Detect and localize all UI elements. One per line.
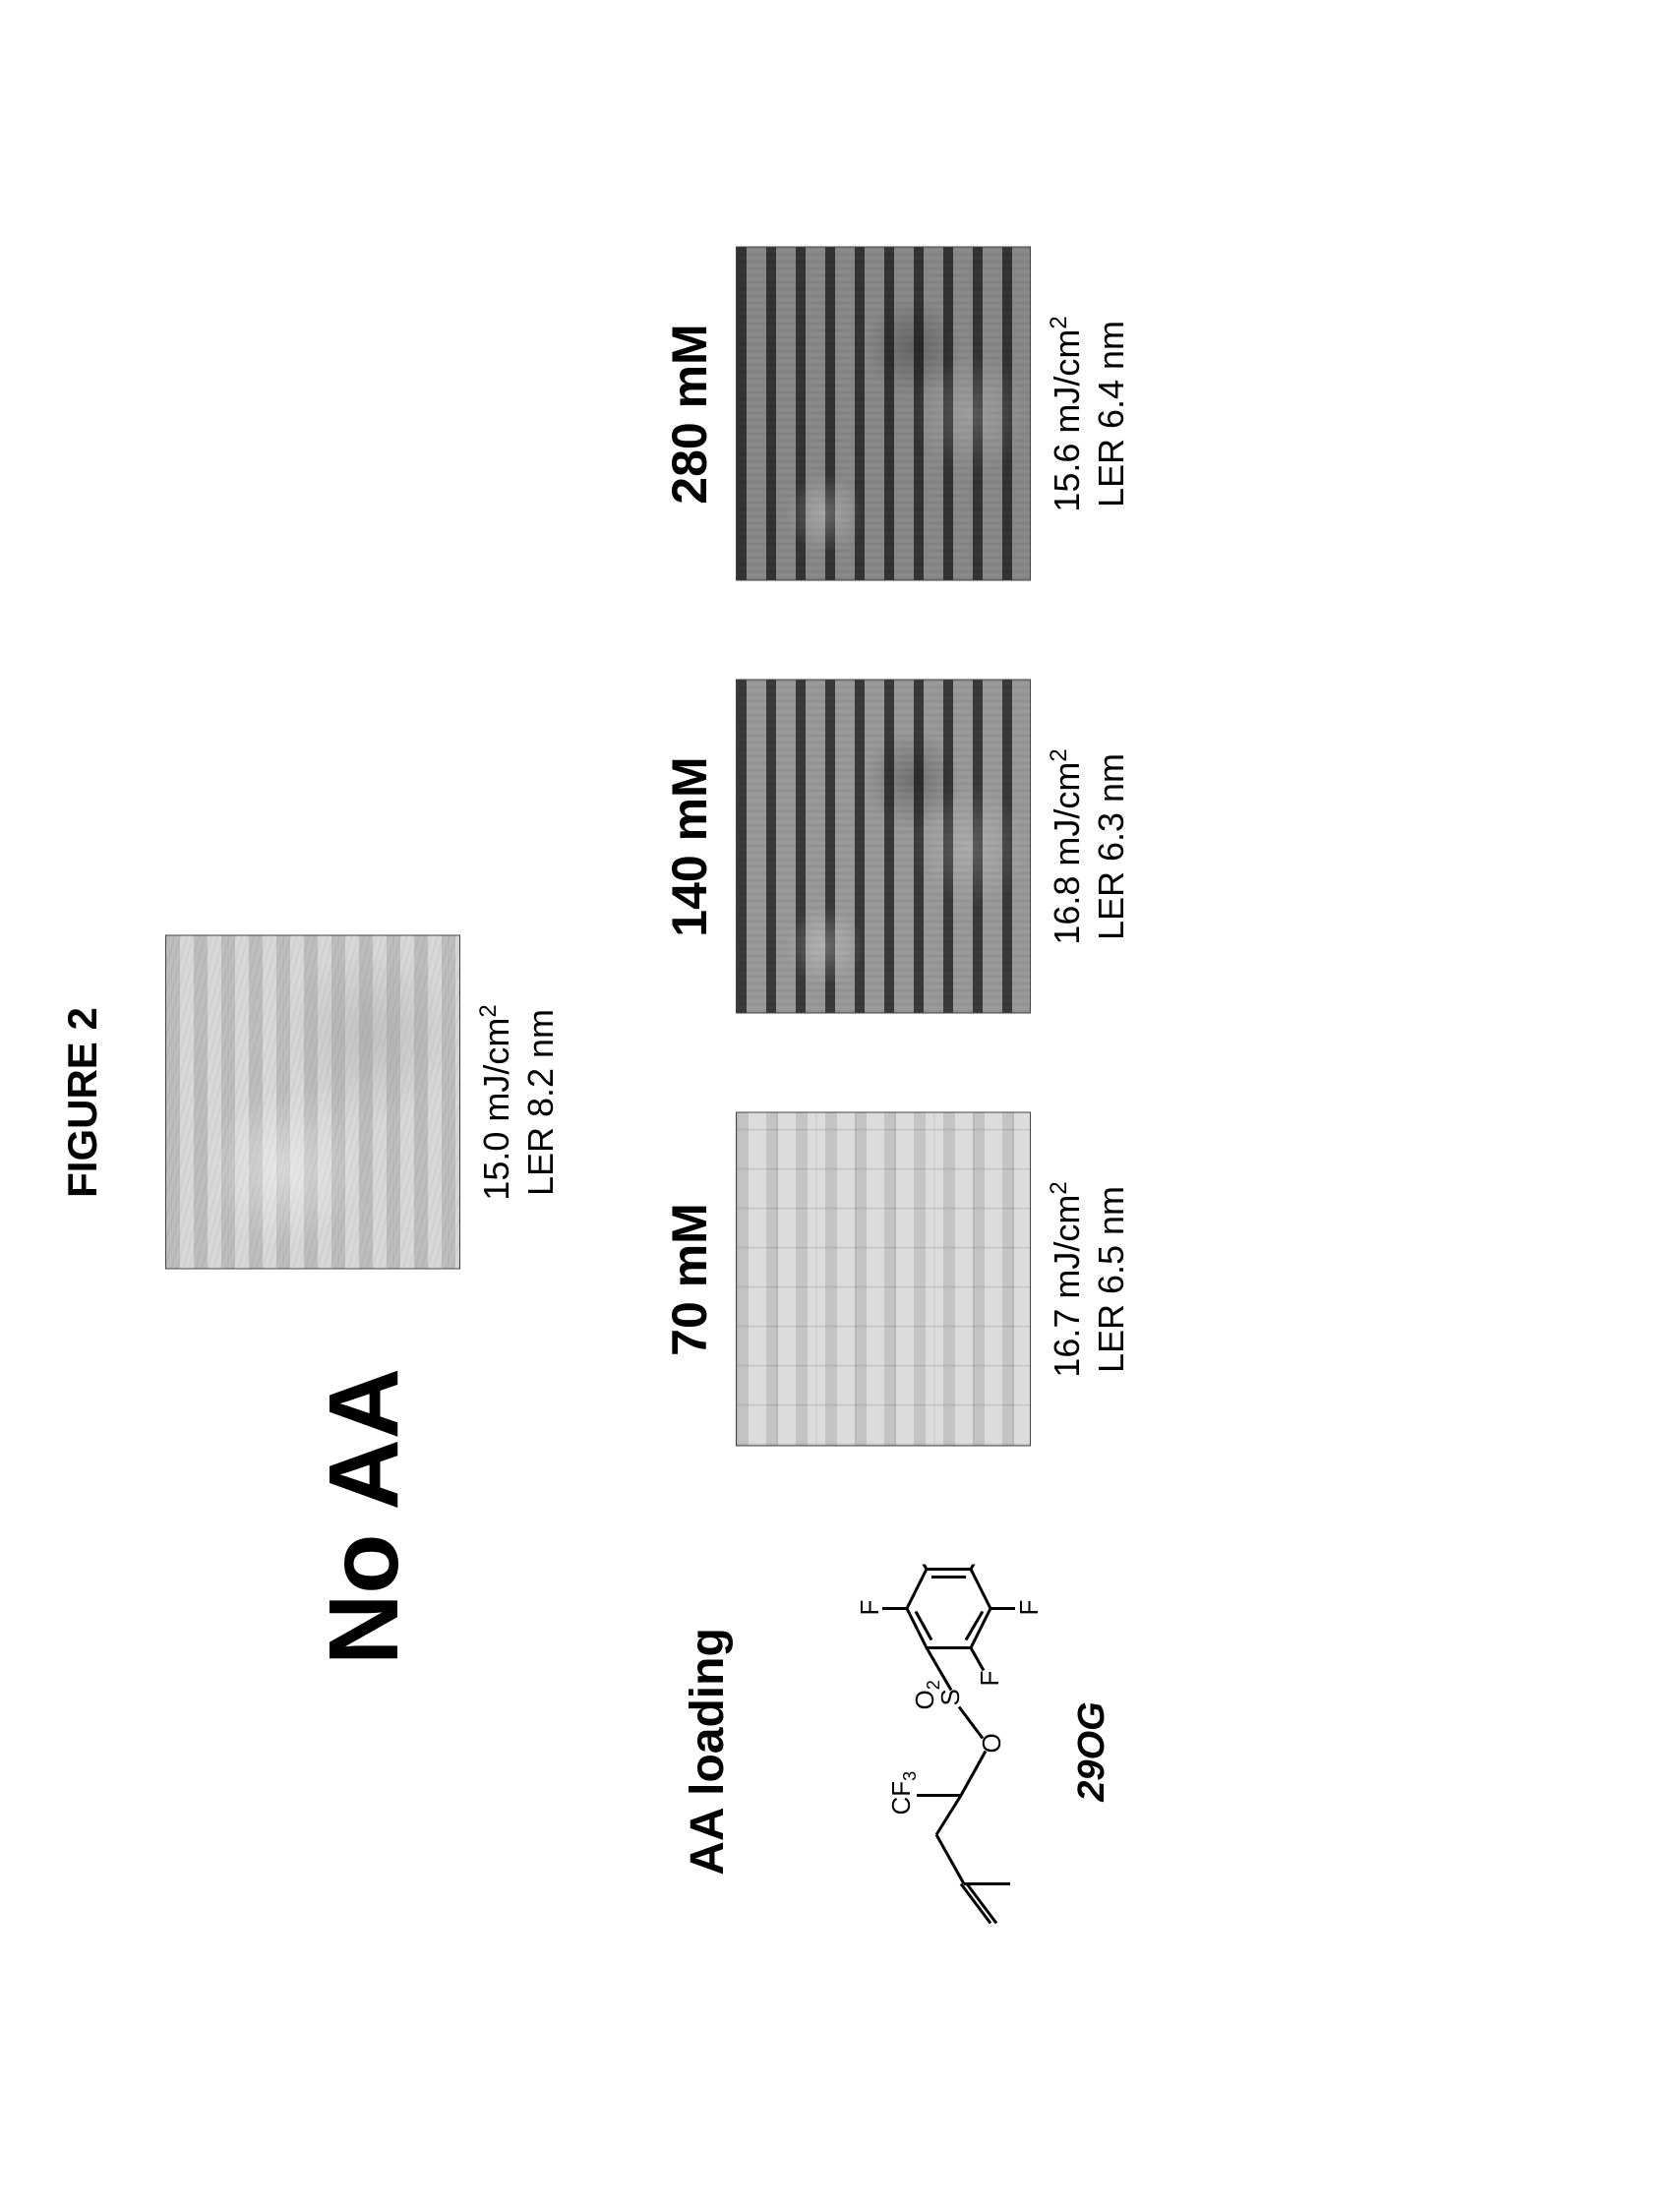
panel-title: 70 mM <box>661 1203 718 1356</box>
panel-no-aa: 15.0 mJ/cm2 LER 8.2 nm <box>165 935 563 1270</box>
no-aa-label: No AA <box>308 1368 421 1879</box>
ler-value: LER 6.4 nm <box>1091 320 1131 506</box>
panel-280mm: 280 mM 15.6 mJ/cm2 LER 6.4 nm <box>661 247 1133 581</box>
ler-value: LER 8.2 nm <box>520 1008 561 1195</box>
ler-value: LER 6.5 nm <box>1091 1185 1131 1372</box>
dose-value: 15.6 mJ/cm <box>1047 328 1087 511</box>
aa-loading-block: AA loading <box>681 1545 1113 1958</box>
chemical-structure: CF3 O S O2 F F F F F <box>764 1565 1059 1938</box>
figure-title: FIGURE 2 <box>59 0 106 2204</box>
panel-140mm: 140 mM 16.8 mJ/cm2 LER 6.3 nm <box>661 680 1133 1014</box>
aa-loading-title: AA loading <box>681 1628 735 1876</box>
chem-o-label: O <box>977 1733 1006 1753</box>
dose-sup: 2 <box>1046 1181 1072 1194</box>
row-no-aa: No AA 15.0 mJ/cm2 LER 8.2 nm <box>165 0 563 2204</box>
chem-s-label: S <box>935 1689 965 1705</box>
panel-70mm: 70 mM 16.7 mJ/cm2 LER 6.5 nm <box>661 1112 1133 1447</box>
chem-cf3-label: CF3 <box>886 1771 920 1816</box>
caption: 16.8 mJ/cm2 LER 6.3 nm <box>1045 748 1133 944</box>
caption-no-aa: 15.0 mJ/cm2 LER 8.2 nm <box>474 1004 563 1200</box>
chem-f-label: F <box>855 1600 884 1616</box>
sem-image <box>736 680 1031 1014</box>
sem-image <box>736 247 1031 581</box>
dose-sup: 2 <box>475 1004 502 1017</box>
dose-value: 16.8 mJ/cm <box>1047 761 1087 944</box>
dose-sup: 2 <box>1046 316 1072 328</box>
dose-value: 16.7 mJ/cm <box>1047 1194 1087 1377</box>
row-aa-loading: AA loading <box>661 0 1133 2204</box>
dose-sup: 2 <box>1046 748 1072 761</box>
dose-value: 15.0 mJ/cm <box>476 1017 516 1200</box>
panel-title: 280 mM <box>661 324 718 504</box>
sem-image <box>736 1112 1031 1447</box>
sem-image-no-aa <box>165 935 460 1270</box>
panel-title: 140 mM <box>661 756 718 936</box>
chem-o2-label: O2 <box>910 1680 943 1709</box>
compound-name: 29OG <box>1071 1701 1113 1801</box>
chem-f-label: F <box>975 1671 1004 1687</box>
ler-value: LER 6.3 nm <box>1091 752 1131 939</box>
chem-f-label: F <box>1014 1600 1044 1616</box>
caption: 15.6 mJ/cm2 LER 6.4 nm <box>1045 316 1133 511</box>
caption: 16.7 mJ/cm2 LER 6.5 nm <box>1045 1181 1133 1377</box>
